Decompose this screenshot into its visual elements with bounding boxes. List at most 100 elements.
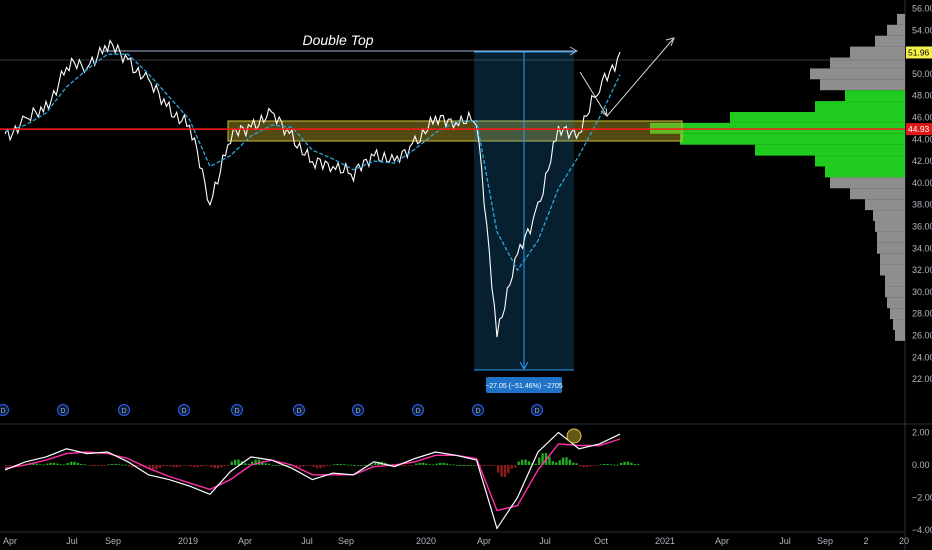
macd-histogram-bar: [633, 463, 636, 465]
macd-histogram-bar: [421, 462, 425, 465]
volume-profile-bar: [815, 155, 905, 167]
macd-histogram-bar: [363, 465, 367, 466]
macd-histogram-bar: [596, 465, 599, 466]
macd-histogram-bar: [568, 459, 572, 465]
macd-histogram-bar: [158, 465, 162, 468]
volume-profile-bar: [877, 231, 905, 243]
osc-y-tick-label: 0.00: [912, 460, 930, 470]
dividend-marker-label: D: [234, 408, 239, 415]
dividend-marker-label: D: [121, 408, 126, 415]
macd-histogram-bar: [360, 465, 363, 466]
x-tick-label: Apr: [3, 536, 17, 546]
macd-histogram-bar: [613, 464, 616, 466]
measure-label-box: [486, 377, 562, 393]
macd-histogram-bar: [145, 465, 148, 466]
macd-highlight-circle: [566, 428, 582, 444]
volume-profile-bar: [830, 177, 905, 189]
y-tick-label: 38.00: [912, 200, 932, 210]
macd-histogram-bar: [100, 465, 103, 466]
macd-histogram-bar: [309, 465, 312, 466]
macd-histogram-bar: [333, 464, 336, 466]
x-tick-label: Jul: [779, 536, 791, 546]
volume-profile-bar: [877, 242, 905, 254]
current-price-tag: [906, 46, 932, 59]
macd-histogram-bar: [76, 462, 80, 465]
macd-histogram-bar: [428, 464, 431, 466]
macd-histogram-bar: [538, 457, 541, 465]
macd-histogram-bar: [39, 464, 42, 466]
dividend-marker: [472, 404, 484, 416]
dividend-marker-label: D: [415, 408, 420, 415]
macd-histogram-bar: [336, 463, 339, 465]
macd-histogram-bar: [326, 465, 329, 467]
macd-histogram-bar: [298, 465, 302, 468]
y-tick-label: 26.00: [912, 330, 932, 340]
dividend-marker-label: D: [0, 408, 5, 415]
macd-histogram-bar: [565, 457, 568, 465]
volume-profile-bar: [880, 264, 905, 276]
dividend-marker: [178, 404, 190, 416]
x-tick-label: Jul: [66, 536, 78, 546]
dividend-marker: [412, 404, 424, 416]
macd-histogram-bar: [500, 465, 503, 477]
macd-histogram-bar: [469, 465, 472, 466]
volume-profile-bar: [887, 24, 905, 36]
macd-histogram-bar: [606, 463, 609, 465]
macd-histogram-bar: [254, 459, 257, 465]
macd-histogram-bar: [483, 465, 486, 467]
macd-histogram-bar: [295, 465, 298, 468]
volume-profile-bar: [875, 35, 905, 47]
macd-histogram-bar: [626, 461, 630, 465]
y-tick-label: 42.00: [912, 156, 932, 166]
volume-profile-bar: [885, 286, 905, 298]
macd-histogram-bar: [401, 465, 404, 467]
y-tick-label: 22.00: [912, 374, 932, 384]
macd-histogram-bar: [223, 465, 226, 467]
macd-histogram-bar: [247, 463, 250, 465]
macd-histogram-bar: [261, 461, 264, 465]
macd-histogram-bar: [107, 464, 110, 466]
macd-histogram-bar: [199, 465, 203, 467]
macd-histogram-bar: [110, 463, 114, 465]
volume-profile-bar: [680, 133, 905, 145]
dividend-marker-label: D: [60, 408, 65, 415]
macd-histogram-bar: [456, 465, 459, 466]
macd-histogram-bar: [322, 465, 326, 468]
x-tick-label: 2021: [655, 536, 675, 546]
macd-histogram-bar: [503, 465, 507, 478]
macd-histogram-bar: [630, 462, 633, 465]
y-tick-label: 46.00: [912, 113, 932, 123]
macd-histogram-bar: [415, 463, 418, 465]
macd-histogram-bar: [175, 465, 179, 468]
volume-profile-bar: [880, 253, 905, 265]
macd-histogram-bar: [182, 465, 185, 466]
volume-profile-bar: [893, 319, 905, 330]
y-tick-label: 28.00: [912, 309, 932, 319]
volume-profile-bar: [810, 68, 905, 80]
macd-histogram-bar: [356, 465, 360, 466]
macd-histogram-bar: [370, 465, 373, 466]
macd-histogram-bar: [374, 462, 377, 465]
dividend-marker: [0, 404, 9, 416]
macd-histogram-bar: [387, 463, 390, 465]
x-tick-label: Apr: [477, 536, 491, 546]
macd-histogram-bar: [514, 465, 517, 468]
signal-line: [4, 438, 621, 512]
macd-histogram-bar: [555, 462, 558, 465]
macd-histogram-bar: [425, 463, 428, 465]
macd-histogram-bar: [73, 461, 76, 465]
volume-profile-bar: [875, 221, 905, 232]
macd-histogram-bar: [558, 460, 561, 465]
macd-histogram-bar: [527, 461, 531, 465]
macd-histogram-bar: [274, 465, 278, 466]
y-tick-label: 50.00: [912, 69, 932, 79]
support-price-tag: [906, 123, 932, 136]
volume-profile-bar: [887, 297, 905, 309]
macd-histogram-bar: [548, 456, 551, 465]
macd-histogram-bar: [128, 465, 131, 467]
macd-histogram-bar: [244, 463, 247, 465]
macd-line: [4, 431, 621, 530]
moving-average-line: [4, 53, 621, 272]
x-tick-label: Oct: [594, 536, 609, 546]
